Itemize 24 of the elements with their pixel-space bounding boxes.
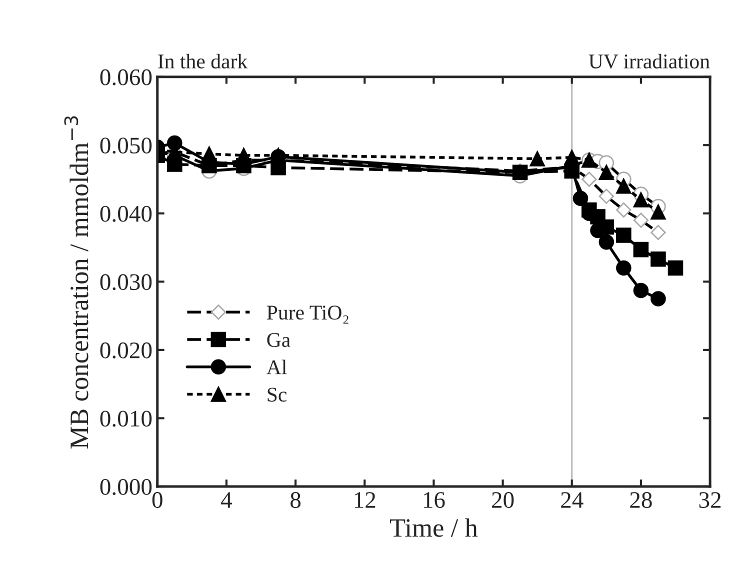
text: UV irradiation (588, 54, 710, 69)
text: In the dark (158, 54, 248, 68)
y-axis-title: MB concentration / mmoldm$^{−3}$ (64, 116, 88, 449)
x-tick-label: 16 (424, 492, 445, 508)
x-axis-title: Time / h (390, 518, 478, 537)
y-tick-label: 0.040 (100, 206, 152, 222)
legend-label: Ga (267, 333, 290, 347)
y-tick-label: 0.060 (100, 69, 152, 86)
legend-label: Sc (268, 388, 287, 402)
legend-label: Pure TiO₂ (266, 306, 348, 324)
y-tick-label: 0.000 (100, 478, 152, 496)
x-tick-label: 0 (152, 492, 162, 508)
legend-label: Al (266, 360, 287, 374)
x-tick-label: 28 (630, 492, 652, 508)
x-tick-label: 4 (221, 492, 232, 508)
x-tick-label: 32 (699, 492, 721, 508)
y-tick-label: 0.010 (100, 410, 152, 427)
y-tick-label: 0.030 (100, 274, 152, 290)
x-tick-label: 24 (561, 492, 584, 508)
y-tick-label: 0.050 (100, 138, 152, 154)
y-tick-label: 0.020 (100, 342, 152, 358)
x-tick-label: 12 (354, 492, 376, 508)
x-tick-label: 20 (492, 492, 514, 508)
x-tick-label: 8 (290, 492, 301, 508)
